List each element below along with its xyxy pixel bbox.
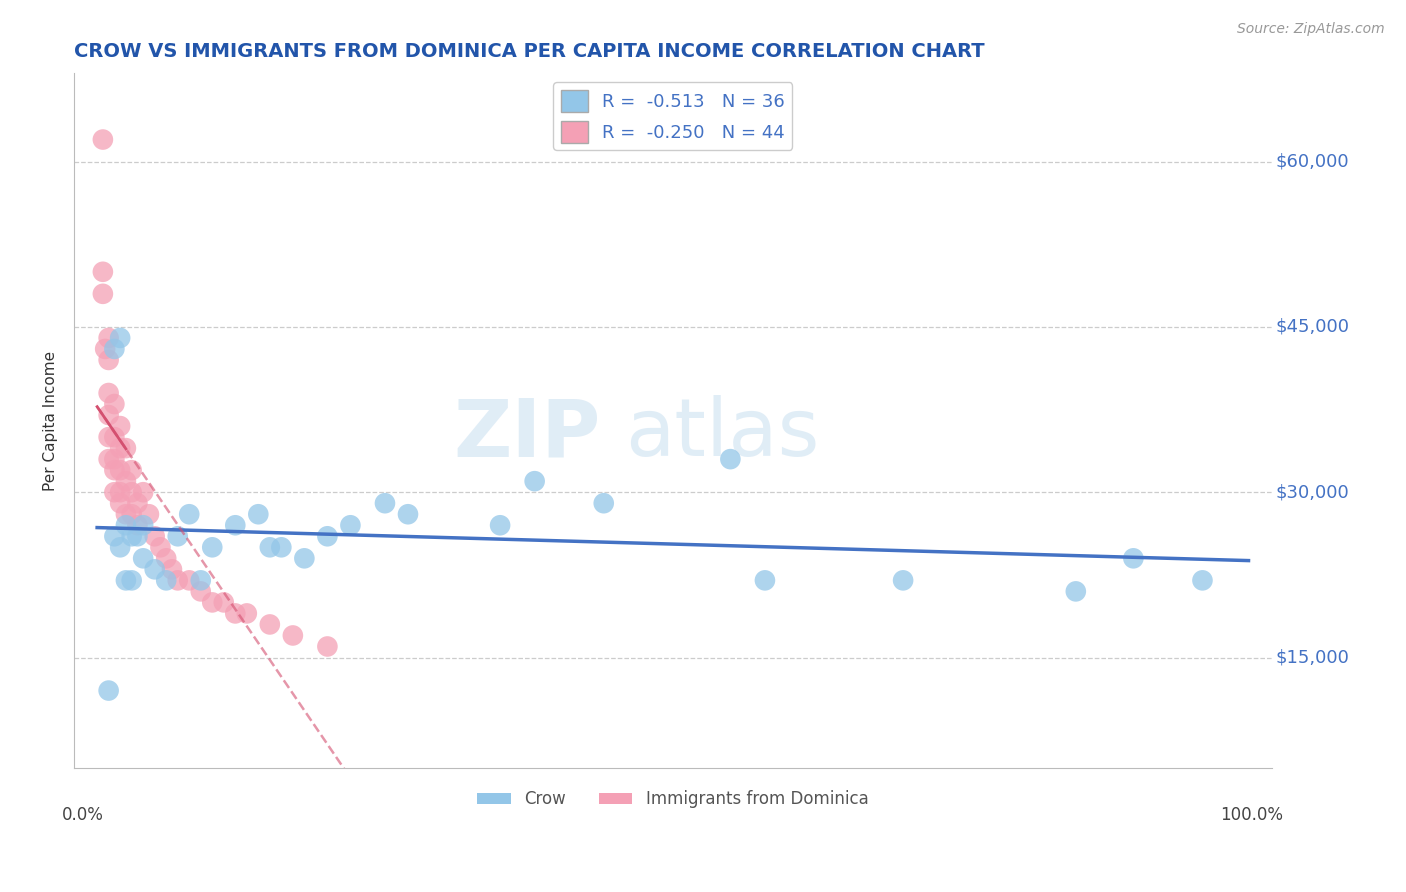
Point [201,595,224,609]
Point [138,507,160,521]
Point [754,574,776,588]
Point [103,397,125,411]
Point [108,541,131,555]
Text: ZIP: ZIP [454,395,600,474]
Point [108,331,131,345]
Point [103,452,125,467]
Point [108,463,131,477]
Point [166,574,188,588]
Point [121,574,143,588]
Point [1122,551,1144,566]
Point [97,452,120,467]
Point [143,529,166,543]
Text: 100.0%: 100.0% [1220,805,1284,824]
Point [103,529,125,543]
Text: CROW VS IMMIGRANTS FROM DOMINICA PER CAPITA INCOME CORRELATION CHART: CROW VS IMMIGRANTS FROM DOMINICA PER CAP… [75,42,984,61]
Point [108,496,131,510]
Point [270,541,292,555]
Point [103,430,125,444]
Point [259,541,281,555]
Point [91,265,114,279]
Point [108,419,131,434]
Point [94,342,117,356]
Point [97,408,120,422]
Text: $30,000: $30,000 [1275,483,1348,501]
Text: $45,000: $45,000 [1275,318,1350,336]
Point [127,529,149,543]
Point [115,574,138,588]
Point [179,574,201,588]
Point [97,331,120,345]
Legend: Crow, Immigrants from Dominica: Crow, Immigrants from Dominica [471,783,875,815]
Point [132,518,155,533]
Point [179,507,201,521]
Point [115,441,138,455]
Point [115,518,138,533]
Point [97,353,120,368]
Point [224,607,246,621]
Point [127,496,149,510]
Point [108,485,131,500]
Point [259,617,281,632]
Point [166,529,188,543]
Point [97,683,120,698]
Point [121,485,143,500]
Text: Source: ZipAtlas.com: Source: ZipAtlas.com [1237,22,1385,37]
Point [115,474,138,488]
Point [224,518,246,533]
Point [103,342,125,356]
Point [281,628,304,642]
Point [115,507,138,521]
Point [149,541,172,555]
Point [127,518,149,533]
Point [339,518,361,533]
Point [121,507,143,521]
Text: $15,000: $15,000 [1275,648,1348,666]
Point [155,574,177,588]
Point [592,496,614,510]
Point [155,551,177,566]
Point [108,441,131,455]
Point [396,507,419,521]
Point [316,529,339,543]
Point [132,485,155,500]
Point [489,518,512,533]
Point [103,463,125,477]
Point [97,386,120,401]
Point [247,507,270,521]
Point [190,584,212,599]
Point [201,541,224,555]
Point [190,574,212,588]
Point [236,607,259,621]
Point [523,474,546,488]
Point [212,595,235,609]
Text: $60,000: $60,000 [1275,153,1348,170]
Point [160,562,183,576]
Point [91,132,114,146]
Point [132,551,155,566]
Point [316,640,339,654]
Point [1064,584,1087,599]
Point [292,551,315,566]
Point [374,496,396,510]
Point [121,463,143,477]
Point [718,452,741,467]
Text: 0.0%: 0.0% [62,805,104,824]
Point [97,430,120,444]
Point [121,529,143,543]
Point [103,485,125,500]
Point [1191,574,1213,588]
Point [891,574,914,588]
Point [91,286,114,301]
Point [143,562,166,576]
Y-axis label: Per Capita Income: Per Capita Income [44,351,58,491]
Text: atlas: atlas [624,395,820,474]
